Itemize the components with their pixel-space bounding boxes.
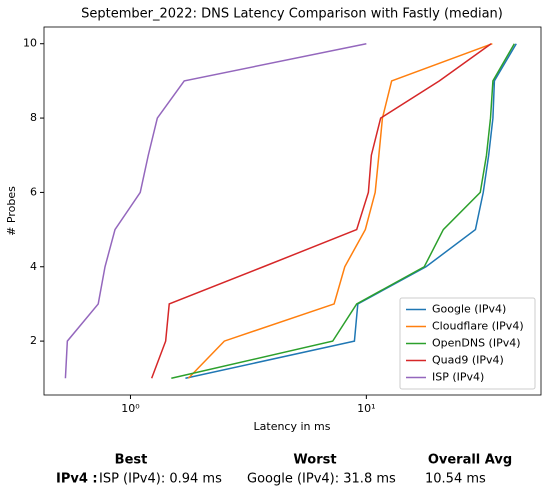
legend-label: OpenDNS (IPv4) [432, 337, 521, 350]
y-tick-label: 10 [23, 37, 37, 50]
summary-row-label: IPv4 : [56, 472, 98, 487]
y-tick-label: 2 [30, 334, 37, 347]
legend-label: Quad9 (IPv4) [432, 354, 504, 367]
series-line [64, 42, 367, 379]
legend-label: Cloudflare (IPv4) [432, 320, 524, 333]
x-tick-label: 10⁰ [121, 402, 140, 415]
y-axis-label: # Probes [5, 186, 18, 236]
y-tick-label: 6 [30, 185, 37, 198]
chart-title: September_2022: DNS Latency Comparison w… [81, 7, 503, 22]
series-line [150, 43, 492, 379]
y-tick-label: 8 [30, 111, 37, 124]
series-line [171, 43, 515, 380]
summary-cell: ISP (IPv4): 0.94 ms [99, 472, 222, 487]
series-line [185, 43, 517, 380]
summary-header: Worst [293, 453, 336, 468]
legend-box [399, 297, 536, 390]
summary-header: Best [115, 453, 148, 468]
legend-label: Google (IPv4) [432, 303, 506, 316]
summary-cell: Google (IPv4): 31.8 ms [247, 472, 396, 487]
y-tick-label: 4 [30, 260, 37, 273]
plot-frame [43, 26, 542, 396]
summary-cell: 10.54 ms [425, 472, 486, 487]
series-line [187, 43, 493, 379]
x-tick-label: 10¹ [357, 402, 375, 415]
x-axis-label: Latency in ms [254, 420, 331, 433]
legend-label: ISP (IPv4) [432, 371, 484, 384]
summary-header: Overall Avg [428, 453, 512, 468]
